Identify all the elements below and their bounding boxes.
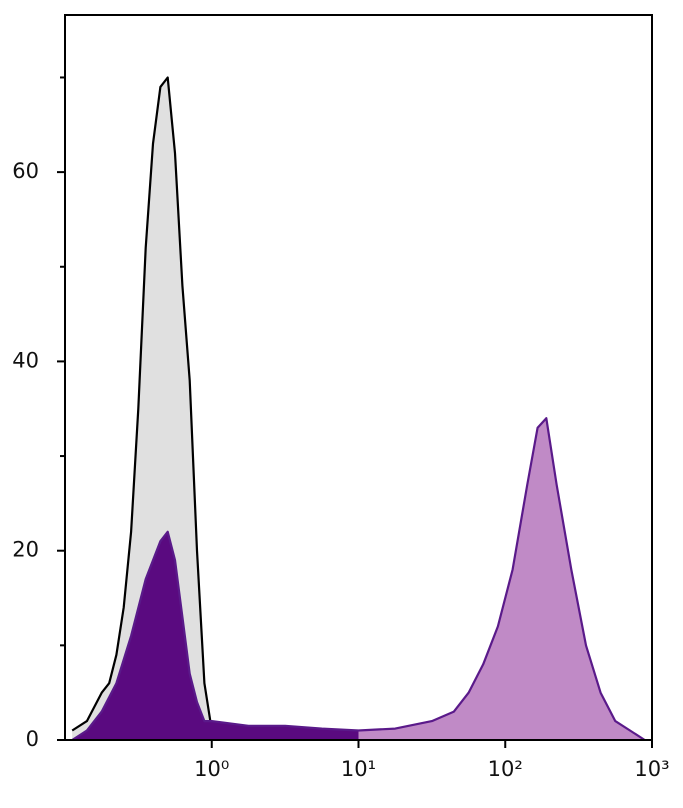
- y-tick-label: 40: [12, 348, 39, 372]
- y-tick-label: 60: [12, 159, 39, 183]
- x-tick-label: 10³: [634, 757, 669, 781]
- area-line: [71, 76, 220, 741]
- x-tick-label: 10⁰: [194, 757, 229, 781]
- area-fill: [72, 77, 220, 740]
- area-fill: [72, 418, 645, 740]
- x-tick-label: 10¹: [341, 757, 376, 781]
- y-tick-label: 0: [26, 727, 39, 751]
- x-tick-label: 10²: [488, 757, 523, 781]
- y-tick-label: 20: [12, 538, 39, 562]
- area-line: [71, 417, 646, 741]
